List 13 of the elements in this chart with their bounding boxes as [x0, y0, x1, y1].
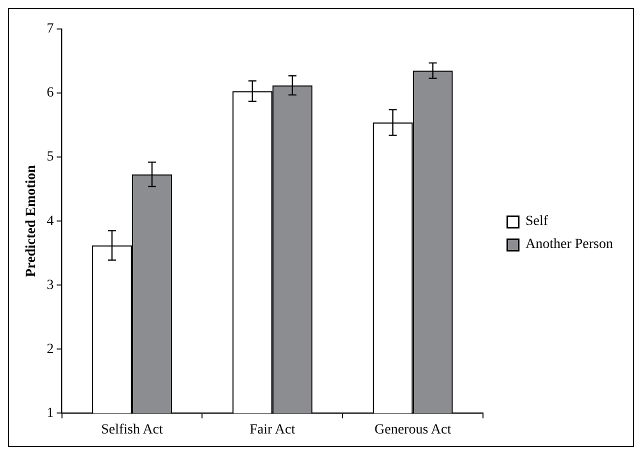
y-axis-title: Predicted Emotion [24, 164, 40, 278]
y-tick-label: 3 [46, 278, 54, 293]
y-tick-label: 7 [46, 22, 54, 37]
y-tick-label: 2 [46, 342, 54, 357]
legend-label: Self [526, 214, 548, 230]
legend-label: Another Person [526, 237, 613, 253]
x-tick-label: Fair Act [250, 422, 296, 438]
x-tick-label: Selfish Act [101, 422, 164, 438]
x-tick-label: Generous Act [374, 422, 452, 438]
y-tick-label: 1 [46, 406, 54, 421]
y-tick-label: 5 [46, 150, 54, 165]
y-tick-label: 6 [46, 86, 54, 101]
y-tick-label: 4 [46, 214, 54, 229]
